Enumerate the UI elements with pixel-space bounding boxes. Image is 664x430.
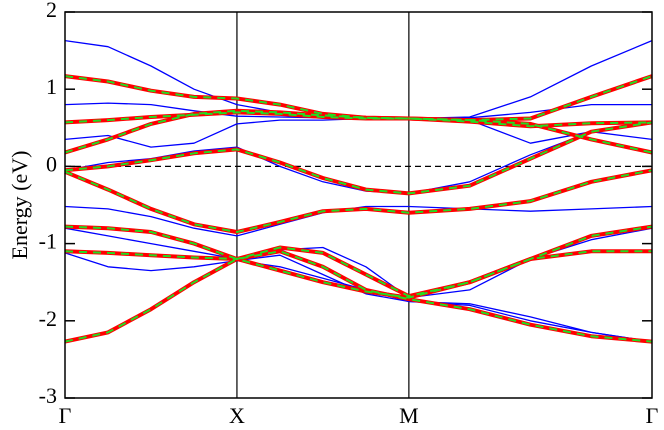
x-tick-label: M: [399, 403, 419, 428]
y-tick-label: 0: [46, 151, 57, 176]
band: [64, 246, 652, 298]
band: [64, 117, 653, 148]
band: [64, 250, 653, 343]
band: [64, 121, 653, 195]
band: [64, 109, 653, 154]
y-tick-label: 1: [46, 74, 57, 99]
y-tick-label: 2: [46, 0, 57, 22]
band: [64, 75, 653, 122]
y-tick-label: -1: [39, 229, 57, 254]
band: [64, 111, 653, 128]
plot-frame: [64, 11, 653, 399]
band: [64, 249, 653, 344]
x-tick-label: Γ: [646, 403, 659, 428]
band: [64, 252, 653, 343]
y-axis-label: Energy (eV): [7, 151, 32, 260]
x-tick-label: Γ: [59, 403, 72, 428]
band: [64, 254, 653, 343]
band: [64, 74, 653, 123]
y-tick-label: -2: [39, 306, 57, 331]
band: [64, 168, 653, 234]
x-tick-label: X: [229, 403, 245, 428]
y-tick-label: -3: [39, 383, 57, 408]
band: [64, 169, 653, 233]
